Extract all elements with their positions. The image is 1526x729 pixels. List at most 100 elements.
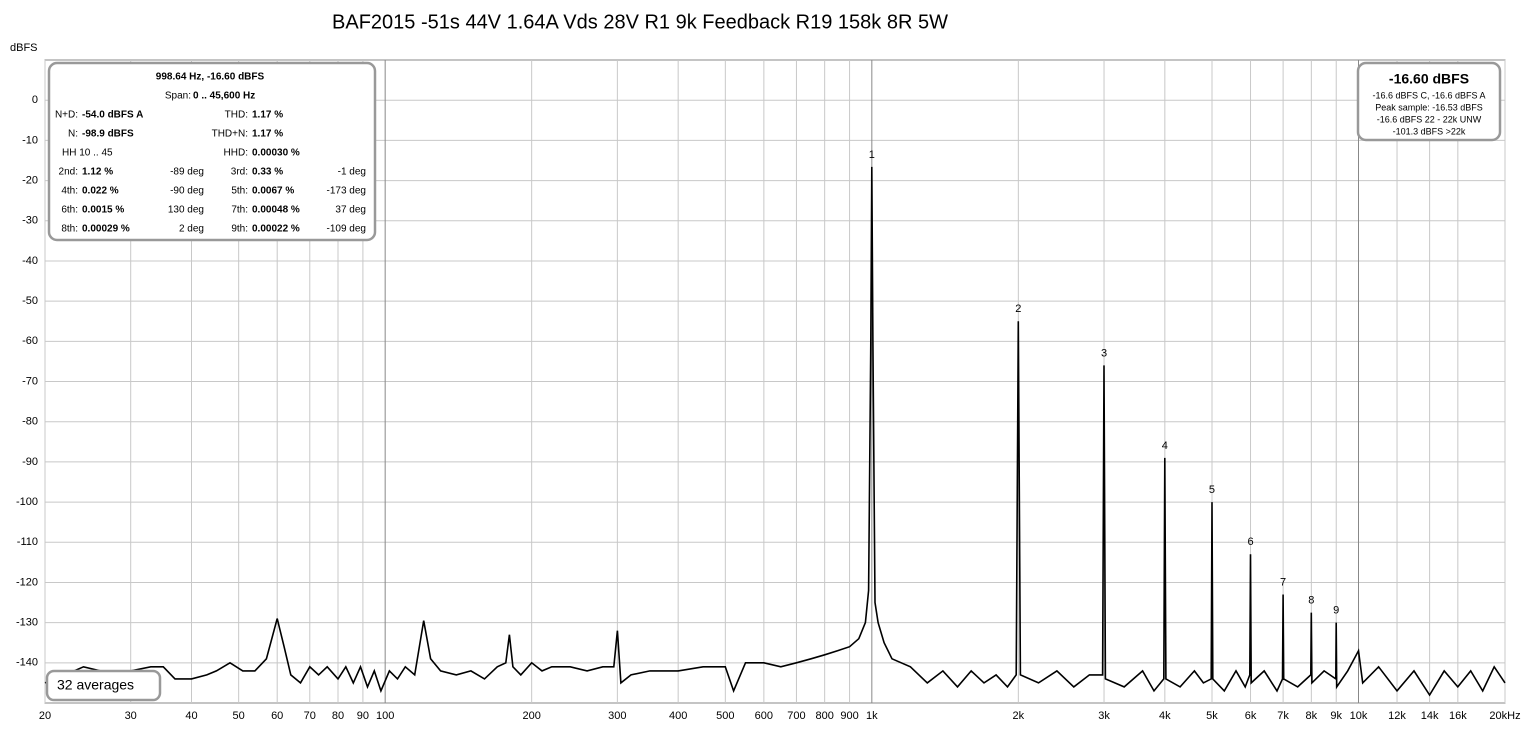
x-tick-label: 4k: [1159, 710, 1171, 722]
x-tick-label: 20: [39, 710, 51, 722]
info-value: 0.00029 %: [82, 224, 130, 235]
y-tick-label: -20: [22, 174, 38, 186]
x-tick-label: 200: [522, 710, 540, 722]
x-tick-label: 50: [233, 710, 245, 722]
spectrum-line: [44, 166, 1506, 697]
x-tick-label: 10k: [1350, 710, 1368, 722]
info-value: 1.12 %: [82, 167, 113, 178]
averages: 32 averages: [57, 677, 134, 693]
info-value: 0.0015 %: [82, 205, 124, 216]
info-value: 0.022 %: [82, 186, 119, 197]
x-tick-label: 1k: [866, 710, 878, 722]
x-tick-label: 12k: [1388, 710, 1406, 722]
harmonic-label: 2: [1015, 303, 1021, 315]
info-value: 0.00022 %: [252, 224, 300, 235]
chart-title: BAF2015 -51s 44V 1.64A Vds 28V R1 9k Fee…: [332, 11, 948, 33]
y-tick-label: -60: [22, 335, 38, 347]
info-label: 7th:: [231, 205, 248, 216]
info-label: 3rd:: [231, 167, 248, 178]
level-line: -16.6 dBFS 22 - 22k UNW: [1377, 114, 1482, 124]
info-label: N+D:: [55, 110, 78, 121]
x-tick-label: 70: [304, 710, 316, 722]
y-tick-label: -130: [16, 617, 38, 629]
y-tick-label: -10: [22, 134, 38, 146]
y-tick-label: -80: [22, 416, 38, 428]
x-tick-label: 300: [608, 710, 626, 722]
info-phase: -1 deg: [338, 167, 366, 178]
info-value: -54.0 dBFS A: [82, 110, 143, 121]
x-tick-label: 14k: [1421, 710, 1439, 722]
info-phase: -173 deg: [327, 186, 366, 197]
harmonic-label: 4: [1162, 440, 1168, 452]
x-tick-label: 7k: [1277, 710, 1289, 722]
y-axis-label: dBFS: [10, 42, 38, 54]
x-tick-label: 60: [271, 710, 283, 722]
info-box: [47, 61, 377, 242]
level-line: Peak sample: -16.53 dBFS: [1375, 102, 1483, 112]
harmonic-label: 8: [1308, 594, 1314, 606]
info-label: HH 10 .. 45: [62, 148, 113, 159]
x-tick-label: 40: [185, 710, 197, 722]
info-phase: 37 deg: [335, 205, 366, 216]
info-label: 9th:: [231, 224, 248, 235]
x-tick-label: 80: [332, 710, 344, 722]
info-phase: -109 deg: [327, 224, 366, 235]
info-value: -98.9 dBFS: [82, 129, 134, 140]
info-label: 6th:: [61, 205, 78, 216]
info-label: HHD:: [224, 148, 248, 159]
info-value: 1.17 %: [252, 129, 283, 140]
info-label: 5th:: [231, 186, 248, 197]
level-title: -16.60 dBFS: [1389, 71, 1469, 87]
info-label: THD:: [225, 110, 248, 121]
level-line: -16.6 dBFS C, -16.6 dBFS A: [1372, 90, 1485, 100]
x-tick-label: 700: [787, 710, 805, 722]
x-tick-label: 100: [376, 710, 394, 722]
x-tick-label: 5k: [1206, 710, 1218, 722]
info-phase: 2 deg: [179, 224, 204, 235]
info-label: 2nd:: [59, 167, 78, 178]
x-tick-label: 6k: [1245, 710, 1257, 722]
harmonic-label: 5: [1209, 484, 1215, 496]
x-tick-label: 9k: [1330, 710, 1342, 722]
info-title: 998.64 Hz, -16.60 dBFS: [156, 72, 265, 83]
y-tick-label: -40: [22, 255, 38, 267]
x-tick-label: 600: [755, 710, 773, 722]
x-tick-label: 8k: [1306, 710, 1318, 722]
harmonic-label: 7: [1280, 576, 1286, 588]
info-phase: 130 deg: [168, 205, 204, 216]
info-span-label: Span:: [165, 91, 191, 102]
info-span: 0 .. 45,600 Hz: [193, 91, 255, 102]
x-tick-label: 16k: [1449, 710, 1467, 722]
y-tick-label: -90: [22, 456, 38, 468]
level-line: -101.3 dBFS >22k: [1393, 126, 1466, 136]
x-tick-label: 2k: [1013, 710, 1025, 722]
harmonic-label: 6: [1247, 536, 1253, 548]
averages-box: [45, 669, 162, 702]
info-phase: -89 deg: [170, 167, 204, 178]
x-tick-label: 800: [815, 710, 833, 722]
info-value: 0.00030 %: [252, 148, 300, 159]
info-value: 0.0067 %: [252, 186, 294, 197]
harmonic-label: 9: [1333, 605, 1339, 617]
x-tick-label: 3k: [1098, 710, 1110, 722]
y-tick-label: -30: [22, 215, 38, 227]
info-label: 4th:: [61, 186, 78, 197]
y-tick-label: -100: [16, 496, 38, 508]
x-tick-label: 400: [669, 710, 687, 722]
y-tick-label: -70: [22, 375, 38, 387]
x-tick-label: 900: [840, 710, 858, 722]
info-value: 1.17 %: [252, 110, 283, 121]
y-tick-label: -50: [22, 295, 38, 307]
y-tick-label: -120: [16, 576, 38, 588]
x-tick-label: 30: [125, 710, 137, 722]
level-box: [1356, 61, 1502, 142]
x-tick-label: 500: [716, 710, 734, 722]
harmonic-label: 1: [869, 149, 875, 161]
x-tick-label: 90: [357, 710, 369, 722]
y-tick-label: -110: [17, 536, 38, 548]
info-phase: -90 deg: [170, 186, 204, 197]
info-value: 0.00048 %: [252, 205, 300, 216]
info-label: 8th:: [61, 224, 78, 235]
harmonic-label: 3: [1101, 347, 1107, 359]
